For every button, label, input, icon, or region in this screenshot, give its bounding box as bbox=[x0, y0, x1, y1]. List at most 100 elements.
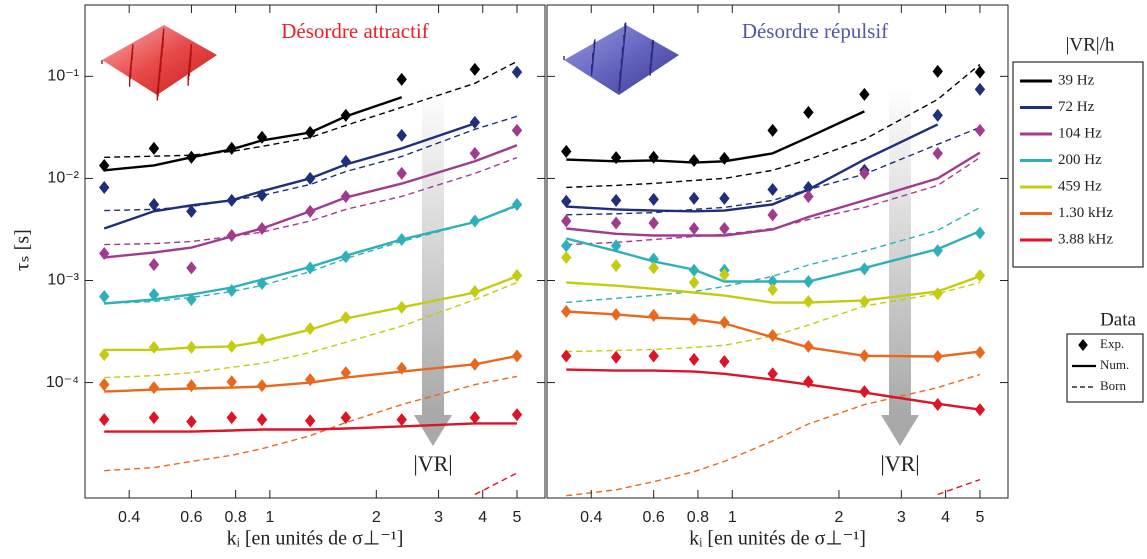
exp-point bbox=[396, 233, 407, 247]
exp-point bbox=[186, 415, 197, 429]
arrow-head bbox=[414, 415, 452, 446]
exp-point bbox=[648, 192, 659, 206]
exp-point bbox=[974, 403, 986, 417]
exp-point bbox=[719, 268, 730, 282]
exp-point bbox=[469, 411, 481, 425]
exp-point bbox=[767, 182, 778, 196]
arrow-shaft bbox=[889, 85, 911, 415]
born-line bbox=[104, 115, 518, 212]
x-tick-label: 0.8 bbox=[687, 509, 709, 526]
exp-point bbox=[803, 295, 814, 309]
legend-marker bbox=[1078, 339, 1088, 351]
exp-point bbox=[396, 300, 407, 314]
exp-point bbox=[226, 141, 237, 155]
series-group bbox=[561, 63, 986, 497]
exp-point bbox=[688, 191, 700, 205]
x-tick-label: 0.8 bbox=[224, 509, 246, 526]
exp-point bbox=[99, 290, 110, 304]
legend-label: Exp. bbox=[1100, 336, 1124, 351]
exp-point bbox=[767, 275, 778, 289]
exp-point bbox=[803, 189, 814, 203]
num-line bbox=[566, 275, 981, 304]
x-tick-label: 4 bbox=[478, 509, 487, 526]
panels: |VR| Désordre attractif 10⁻⁴ 10⁻³ 10⁻² 10⁻¹ 0.… bbox=[12, 4, 1009, 550]
legend-label: Num. bbox=[1100, 357, 1129, 372]
x-tick-label: 3 bbox=[434, 509, 443, 526]
exp-point bbox=[803, 180, 814, 194]
exp-point bbox=[932, 64, 943, 78]
born-line bbox=[566, 126, 981, 216]
exp-point bbox=[148, 411, 160, 425]
exp-point bbox=[186, 379, 197, 393]
exp-point bbox=[932, 108, 943, 122]
exp-point bbox=[859, 87, 870, 101]
exp-point bbox=[610, 259, 622, 273]
arrow-shaft bbox=[422, 85, 444, 415]
born-line bbox=[566, 373, 981, 497]
x-axis-label: kᵢ [en unités de σ⊥⁻¹] bbox=[227, 528, 404, 550]
exp-point bbox=[469, 357, 481, 371]
x-tick-label: 5 bbox=[975, 509, 984, 526]
exp-point bbox=[256, 276, 268, 290]
exp-point bbox=[859, 262, 870, 276]
exp-point bbox=[648, 216, 659, 230]
exp-point bbox=[511, 65, 523, 79]
legend: |VR|/h Data 39 Hz 72 Hz 104 Hz 200 Hz 459 Hz… bbox=[1012, 34, 1144, 403]
exp-point bbox=[469, 285, 481, 299]
exp-point bbox=[469, 146, 481, 160]
x-tick-label: 0.4 bbox=[580, 509, 602, 526]
num-line bbox=[566, 230, 981, 283]
legend-label: 1.30 kHz bbox=[1058, 205, 1113, 221]
exp-point bbox=[256, 379, 268, 393]
exp-point bbox=[340, 411, 352, 425]
born-line bbox=[104, 60, 518, 158]
num-line bbox=[566, 310, 981, 358]
exp-point bbox=[511, 349, 523, 363]
exp-point bbox=[719, 151, 730, 165]
exp-point bbox=[226, 228, 237, 242]
exp-point bbox=[99, 413, 110, 427]
exp-point bbox=[688, 276, 700, 290]
exp-point bbox=[226, 193, 237, 207]
exp-point bbox=[396, 128, 407, 142]
exp-point bbox=[803, 275, 814, 289]
exp-point bbox=[186, 261, 197, 275]
num-line bbox=[566, 123, 939, 213]
exp-point bbox=[767, 367, 778, 381]
legend-label: 104 Hz bbox=[1058, 125, 1102, 141]
exp-point bbox=[511, 268, 523, 282]
exp-point bbox=[932, 146, 943, 160]
exp-point bbox=[859, 385, 870, 399]
exp-point bbox=[610, 193, 622, 207]
annotation: |VR| bbox=[413, 451, 452, 476]
x-tick-label: 0.6 bbox=[180, 509, 202, 526]
exp-point bbox=[340, 108, 352, 122]
exp-point bbox=[974, 226, 986, 240]
born-line bbox=[566, 63, 981, 189]
exp-point bbox=[561, 194, 572, 208]
exp-point bbox=[396, 413, 407, 427]
exp-point bbox=[974, 268, 986, 282]
exp-point bbox=[148, 197, 160, 211]
exp-point bbox=[561, 214, 572, 228]
exp-point bbox=[186, 204, 197, 218]
exp-point bbox=[256, 413, 268, 427]
born-line bbox=[104, 156, 518, 246]
num-line bbox=[104, 144, 518, 259]
exp-point bbox=[561, 144, 572, 158]
exp-point bbox=[226, 284, 237, 298]
exp-point bbox=[767, 208, 778, 222]
exp-point bbox=[226, 339, 237, 353]
exp-point bbox=[304, 125, 316, 139]
legend-label: 72 Hz bbox=[1058, 99, 1095, 115]
exp-point bbox=[561, 239, 572, 253]
exp-point bbox=[719, 222, 730, 236]
exp-point bbox=[688, 153, 700, 167]
exp-point bbox=[256, 188, 268, 202]
exp-point bbox=[688, 312, 700, 326]
exp-point bbox=[226, 411, 237, 425]
x-tick-label: 2 bbox=[372, 509, 381, 526]
x-tick-label: 1 bbox=[265, 509, 274, 526]
x-tick-label: 0.6 bbox=[643, 509, 665, 526]
exp-point bbox=[511, 123, 523, 137]
